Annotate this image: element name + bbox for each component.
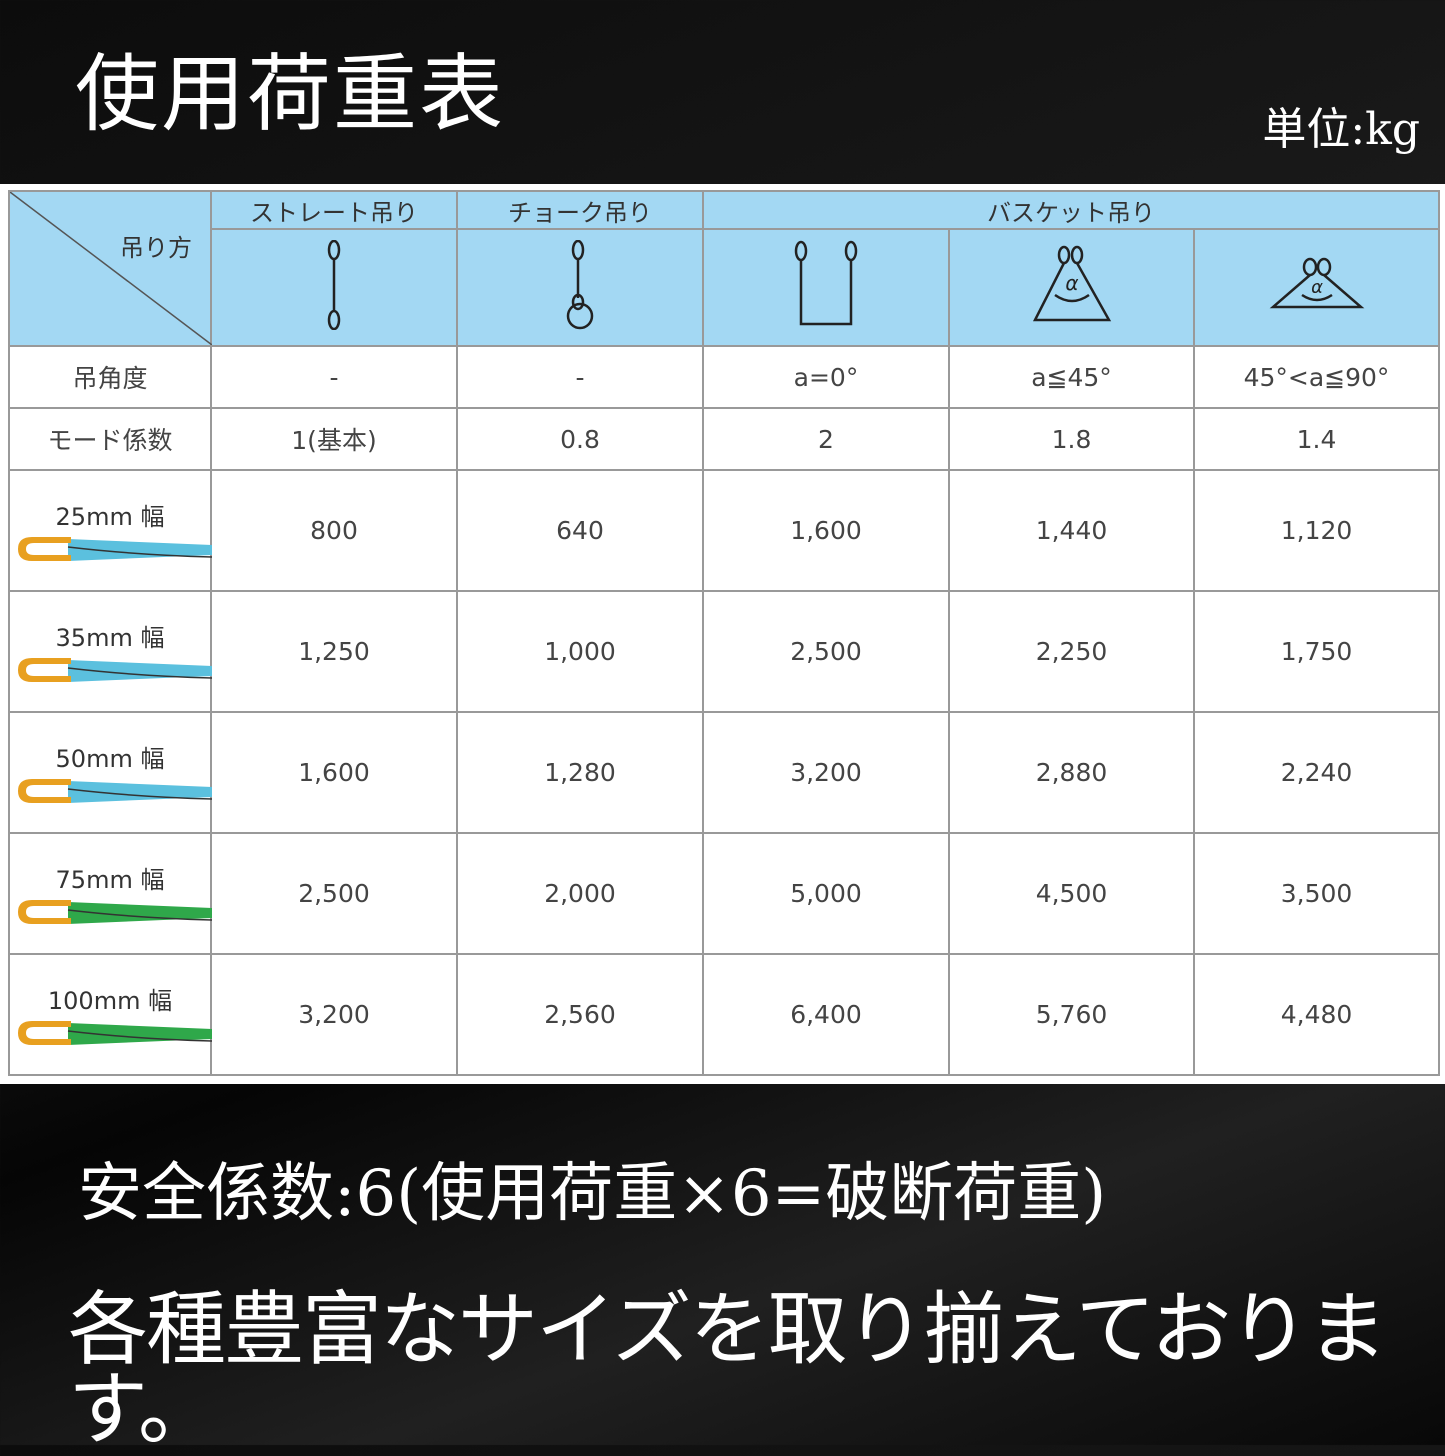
angle-cell: - xyxy=(456,345,704,409)
load-value-cell: 5,000 xyxy=(702,832,950,955)
basket-90-icon: α xyxy=(1192,228,1441,347)
load-value-cell: 1,600 xyxy=(702,469,950,592)
load-value-cell: 6,400 xyxy=(702,953,950,1076)
load-value-cell: 2,500 xyxy=(210,832,458,955)
load-value-cell: 5,760 xyxy=(948,953,1195,1076)
sling-icon xyxy=(18,1021,212,1045)
load-table: 吊り方 ストレート吊り チョーク吊り バスケット吊り α α 吊角度 - - a… xyxy=(8,190,1441,1076)
factor-cell: 1.4 xyxy=(1192,407,1441,471)
diagonal-line xyxy=(10,192,212,345)
width-cell: 75mm 幅 xyxy=(8,832,212,955)
load-value-cell: 3,200 xyxy=(702,711,950,834)
table-row: 75mm 幅 2,500 2,000 5,000 4,500 3,500 xyxy=(8,832,1441,955)
svg-text:α: α xyxy=(1311,277,1323,298)
tagline-text: 各種豊富なサイズを取り揃えております。 xyxy=(68,1283,1387,1456)
width-cell: 100mm 幅 xyxy=(8,953,212,1076)
sling-icon xyxy=(18,658,212,682)
load-value-cell: 1,280 xyxy=(456,711,704,834)
width-cell: 50mm 幅 xyxy=(8,711,212,834)
load-value-cell: 1,250 xyxy=(210,590,458,713)
width-label: 100mm 幅 xyxy=(47,987,173,1015)
header-choke: チョーク吊り xyxy=(456,190,704,230)
factor-cell: 2 xyxy=(702,407,950,471)
unit-label: 単位:kg xyxy=(1262,104,1420,155)
load-value-cell: 4,500 xyxy=(948,832,1195,955)
header-straight: ストレート吊り xyxy=(210,190,458,230)
load-value-cell: 1,600 xyxy=(210,711,458,834)
straight-hitch-icon xyxy=(210,228,458,347)
basket-vertical-icon xyxy=(702,228,950,347)
factor-cell: 1.8 xyxy=(948,407,1195,471)
factor-label: モード係数 xyxy=(8,407,212,471)
load-value-cell: 4,480 xyxy=(1192,953,1441,1076)
svg-text:α: α xyxy=(1065,271,1078,295)
safety-factor-text: 安全係数:6(使用荷重×6=破断荷重) xyxy=(78,1157,1107,1231)
load-value-cell: 800 xyxy=(210,469,458,592)
width-cell: 25mm 幅 xyxy=(8,469,212,592)
sling-icon xyxy=(18,779,212,803)
table-row: 50mm 幅 1,600 1,280 3,200 2,880 2,240 xyxy=(8,711,1441,834)
width-label: 35mm 幅 xyxy=(55,624,165,652)
load-value-cell: 2,240 xyxy=(1192,711,1441,834)
corner-cell: 吊り方 xyxy=(8,190,212,347)
width-label: 25mm 幅 xyxy=(55,503,165,531)
angle-label: 吊角度 xyxy=(8,345,212,409)
sling-icon xyxy=(18,537,212,561)
corner-label: 吊り方 xyxy=(120,234,192,262)
angle-row: 吊角度 - - a=0° a≦45° 45°<a≦90° xyxy=(8,345,1441,409)
load-value-cell: 2,880 xyxy=(948,711,1195,834)
load-value-cell: 2,000 xyxy=(456,832,704,955)
angle-cell: a=0° xyxy=(702,345,950,409)
table-row: 100mm 幅 3,200 2,560 6,400 5,760 4,480 xyxy=(8,953,1441,1076)
choke-hitch-icon xyxy=(456,228,704,347)
width-label: 50mm 幅 xyxy=(55,745,165,773)
angle-cell: 45°<a≦90° xyxy=(1192,345,1441,409)
load-table-panel: 吊り方 ストレート吊り チョーク吊り バスケット吊り α α 吊角度 - - a… xyxy=(0,184,1445,1084)
factor-cell: 1(基本) xyxy=(210,407,458,471)
load-value-cell: 2,250 xyxy=(948,590,1195,713)
header-basket: バスケット吊り xyxy=(701,190,1441,230)
load-value-cell: 1,750 xyxy=(1192,590,1441,713)
load-value-cell: 1,120 xyxy=(1192,469,1441,592)
load-value-cell: 2,500 xyxy=(702,590,950,713)
angle-cell: - xyxy=(210,345,458,409)
load-value-cell: 1,440 xyxy=(948,469,1195,592)
page-title: 使用荷重表 xyxy=(75,45,506,143)
sling-icon xyxy=(18,900,212,924)
table-row: 25mm 幅 800 640 1,600 1,440 1,120 xyxy=(8,469,1441,592)
load-value-cell: 3,200 xyxy=(210,953,458,1076)
basket-45-icon: α xyxy=(948,228,1195,347)
load-value-cell: 2,560 xyxy=(456,953,704,1076)
width-label: 75mm 幅 xyxy=(55,866,165,894)
factor-row: モード係数 1(基本) 0.8 2 1.8 1.4 xyxy=(8,407,1441,471)
table-row: 35mm 幅 1,250 1,000 2,500 2,250 1,750 xyxy=(8,590,1441,713)
load-value-cell: 1,000 xyxy=(456,590,704,713)
load-value-cell: 3,500 xyxy=(1192,832,1441,955)
load-value-cell: 640 xyxy=(456,469,704,592)
width-cell: 35mm 幅 xyxy=(8,590,212,713)
angle-cell: a≦45° xyxy=(948,345,1195,409)
factor-cell: 0.8 xyxy=(456,407,704,471)
